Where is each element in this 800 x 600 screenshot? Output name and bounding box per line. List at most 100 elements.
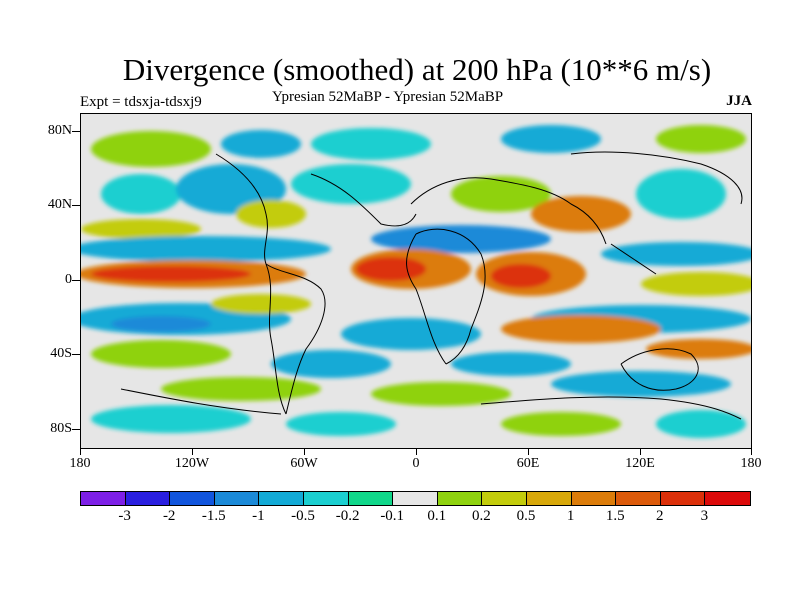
- colorbar-swatch: [214, 492, 260, 505]
- field-region: [641, 272, 751, 296]
- coastline: [265, 263, 287, 415]
- field-region: [91, 340, 231, 368]
- field-region: [271, 350, 391, 378]
- field-region: [646, 339, 751, 359]
- field-region: [291, 164, 411, 204]
- coastline: [215, 153, 268, 265]
- lat-label-80n: 80N: [47, 123, 72, 138]
- field-region: [601, 242, 751, 266]
- colorbar-label: 0.1: [427, 508, 447, 524]
- coastline: [120, 388, 282, 415]
- colorbar-swatch: [616, 492, 661, 505]
- lon-label-60e: 60E: [516, 456, 540, 471]
- colorbar-label: -0.2: [335, 508, 360, 524]
- field-region: [91, 266, 251, 282]
- field-region: [451, 352, 571, 376]
- lon-label-120w: 120W: [174, 456, 210, 471]
- field-region: [371, 382, 511, 406]
- lon-tick: [528, 449, 529, 455]
- colorbar-label: -0.1: [380, 508, 405, 524]
- coastline: [610, 243, 657, 275]
- field-region: [656, 125, 746, 153]
- divergence-map: [80, 113, 752, 449]
- colorbar-label: -2: [162, 508, 176, 524]
- lon-tick: [80, 449, 81, 455]
- colorbar-swatch: [125, 492, 171, 505]
- lon-tick: [192, 449, 193, 455]
- colorbar-swatch: [259, 492, 304, 505]
- field-region: [341, 318, 481, 350]
- field-region: [656, 410, 746, 438]
- field-region: [286, 412, 396, 436]
- field-region: [161, 377, 321, 401]
- field-region: [501, 125, 601, 153]
- coastline: [265, 263, 326, 415]
- colorbar-swatch: [660, 492, 706, 505]
- plot-title: Divergence (smoothed) at 200 hPa (10**6 …: [122, 52, 712, 87]
- coastline: [620, 348, 699, 391]
- colorbar-swatch: [348, 492, 394, 505]
- field-region: [531, 196, 631, 232]
- coastline: [570, 151, 743, 205]
- lat-label-80s: 80S: [50, 421, 72, 436]
- field-region: [101, 174, 181, 214]
- field-region: [501, 315, 661, 343]
- colorbar-swatch: [705, 492, 750, 505]
- contour-fill-layer: [81, 125, 751, 438]
- colorbar-label: -1.5: [201, 508, 226, 524]
- field-region: [91, 131, 211, 167]
- plot-subtitle: Ypresian 52MaBP - Ypresian 52MaBP: [272, 89, 504, 105]
- colorbar-swatch: [393, 492, 438, 505]
- lon-label-180w: 180: [69, 456, 91, 471]
- colorbar-swatch: [482, 492, 527, 505]
- lat-tick: [72, 131, 80, 132]
- colorbar-swatch: [170, 492, 215, 505]
- coastline: [415, 228, 486, 365]
- field-region: [111, 316, 211, 332]
- field-region: [551, 371, 731, 397]
- colorbar-swatch: [571, 492, 617, 505]
- field-region: [371, 225, 551, 253]
- lat-tick: [72, 205, 80, 206]
- colorbar: [80, 491, 751, 506]
- colorbar-label: 1: [566, 508, 575, 524]
- lat-label-40s: 40S: [50, 346, 72, 361]
- coastline: [410, 177, 607, 245]
- lon-label-0: 0: [412, 456, 420, 471]
- coastline-layer: [120, 151, 743, 420]
- lon-label-120e: 120E: [625, 456, 655, 471]
- season-label: JJA: [726, 93, 752, 109]
- colorbar-label: 1.5: [605, 508, 625, 524]
- lon-label-60w: 60W: [290, 456, 318, 471]
- map-field-svg: [81, 114, 751, 448]
- colorbar-label: 3: [700, 508, 709, 524]
- field-region: [91, 405, 251, 433]
- field-region: [491, 264, 551, 288]
- lon-tick: [640, 449, 641, 455]
- colorbar-swatch: [437, 492, 483, 505]
- field-region: [311, 128, 431, 160]
- colorbar-swatch: [81, 492, 126, 505]
- colorbar-label: -1: [252, 508, 265, 524]
- lat-tick: [72, 280, 80, 281]
- lat-tick: [72, 429, 80, 430]
- coastline: [406, 233, 447, 365]
- field-region: [211, 294, 311, 314]
- colorbar-label: -3: [118, 508, 131, 524]
- lat-label-0: 0: [65, 272, 72, 287]
- lon-tick: [304, 449, 305, 455]
- lon-tick: [751, 449, 752, 455]
- lat-label-40n: 40N: [47, 197, 72, 212]
- field-region: [236, 200, 306, 228]
- field-region: [81, 219, 201, 239]
- colorbar-label: -0.5: [291, 508, 315, 524]
- field-region: [636, 169, 726, 219]
- field-region: [221, 130, 301, 158]
- coastline: [480, 396, 742, 420]
- colorbar-label: 2: [656, 508, 664, 524]
- lon-label-180e: 180: [740, 456, 762, 471]
- coastline: [310, 173, 417, 227]
- colorbar-label: 0.5: [516, 508, 536, 524]
- lon-tick: [416, 449, 417, 455]
- field-region: [501, 412, 621, 436]
